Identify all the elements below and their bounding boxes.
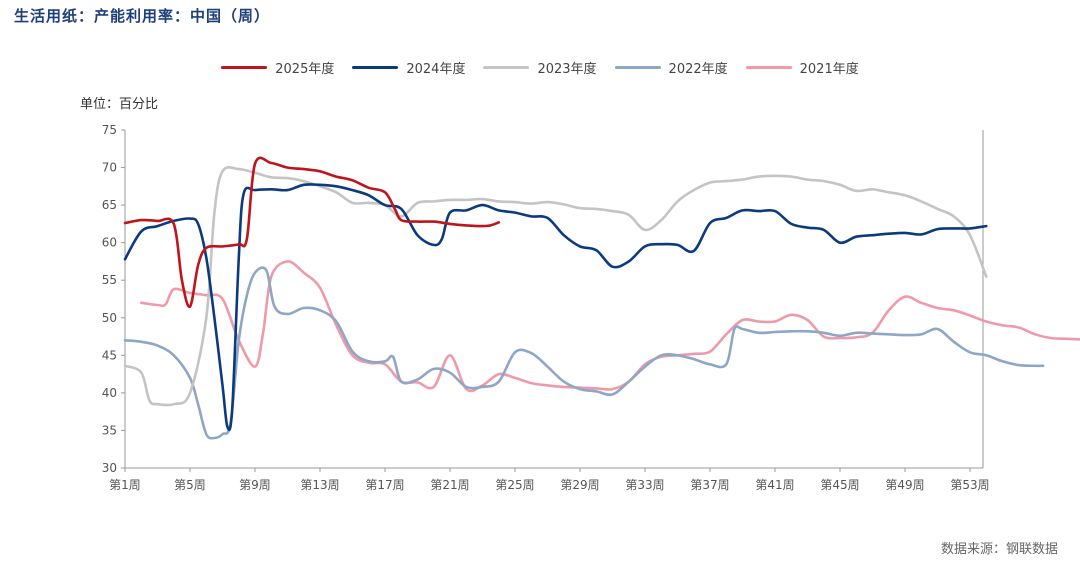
series-line-2025年度 xyxy=(123,156,501,308)
x-tick-label: 第29周 xyxy=(560,478,599,492)
y-tick-label: 60 xyxy=(102,236,117,250)
legend-swatch-2025 xyxy=(221,66,268,69)
x-tick-label: 第33周 xyxy=(625,478,664,492)
legend-item-2025: 2025年度 xyxy=(221,58,334,77)
chart-title: 生活用纸：产能利用率：中国（周） xyxy=(14,7,271,25)
y-tick-label: 70 xyxy=(102,161,117,175)
legend-swatch-2022 xyxy=(614,66,661,69)
legend-swatch-2024 xyxy=(352,66,399,69)
legend-swatch-2023 xyxy=(483,66,530,69)
x-tick-label: 第1周 xyxy=(109,478,141,492)
y-tick-label: 35 xyxy=(102,423,117,437)
y-tick-label: 45 xyxy=(102,348,117,362)
series-line-2024年度 xyxy=(123,183,988,432)
x-tick-label: 第45周 xyxy=(820,478,859,492)
legend-item-2024: 2024年度 xyxy=(352,58,465,77)
y-tick-label: 50 xyxy=(102,311,117,325)
legend-label-2025: 2025年度 xyxy=(275,62,335,77)
y-tick-label: 55 xyxy=(102,273,117,287)
x-tick-label: 第13周 xyxy=(300,478,339,492)
legend-label-2021: 2021年度 xyxy=(799,62,859,77)
series-line-2023年度 xyxy=(123,166,988,407)
x-tick-label: 第41周 xyxy=(755,478,794,492)
source-label: 数据来源：钢联数据 xyxy=(940,542,1058,557)
x-tick-label: 第9周 xyxy=(239,478,271,492)
x-tick-label: 第37周 xyxy=(690,478,729,492)
legend-swatch-2021 xyxy=(745,66,792,69)
unit-label: 单位：百分比 xyxy=(80,97,159,112)
legend: 2025年度 2024年度 2023年度 2022年度 2021年度 xyxy=(0,58,1080,77)
series-line-2021年度 xyxy=(140,260,1080,393)
x-tick-label: 第17周 xyxy=(365,478,404,492)
legend-label-2024: 2024年度 xyxy=(406,62,466,77)
x-tick-label: 第25周 xyxy=(495,478,534,492)
x-tick-label: 第53周 xyxy=(950,478,989,492)
y-tick-label: 65 xyxy=(102,198,117,212)
y-tick-label: 40 xyxy=(102,386,117,400)
x-tick-label: 第49周 xyxy=(885,478,924,492)
legend-label-2023: 2023年度 xyxy=(537,62,597,77)
legend-item-2022: 2022年度 xyxy=(614,58,728,77)
y-tick-label: 75 xyxy=(102,123,117,137)
series-line-2022年度 xyxy=(123,266,1045,440)
y-tick-label: 30 xyxy=(102,461,117,475)
x-tick-label: 第5周 xyxy=(174,478,206,492)
legend-label-2022: 2022年度 xyxy=(668,62,728,77)
legend-item-2023: 2023年度 xyxy=(483,58,597,77)
legend-item-2021: 2021年度 xyxy=(745,58,859,77)
x-tick-label: 第21周 xyxy=(430,478,469,492)
